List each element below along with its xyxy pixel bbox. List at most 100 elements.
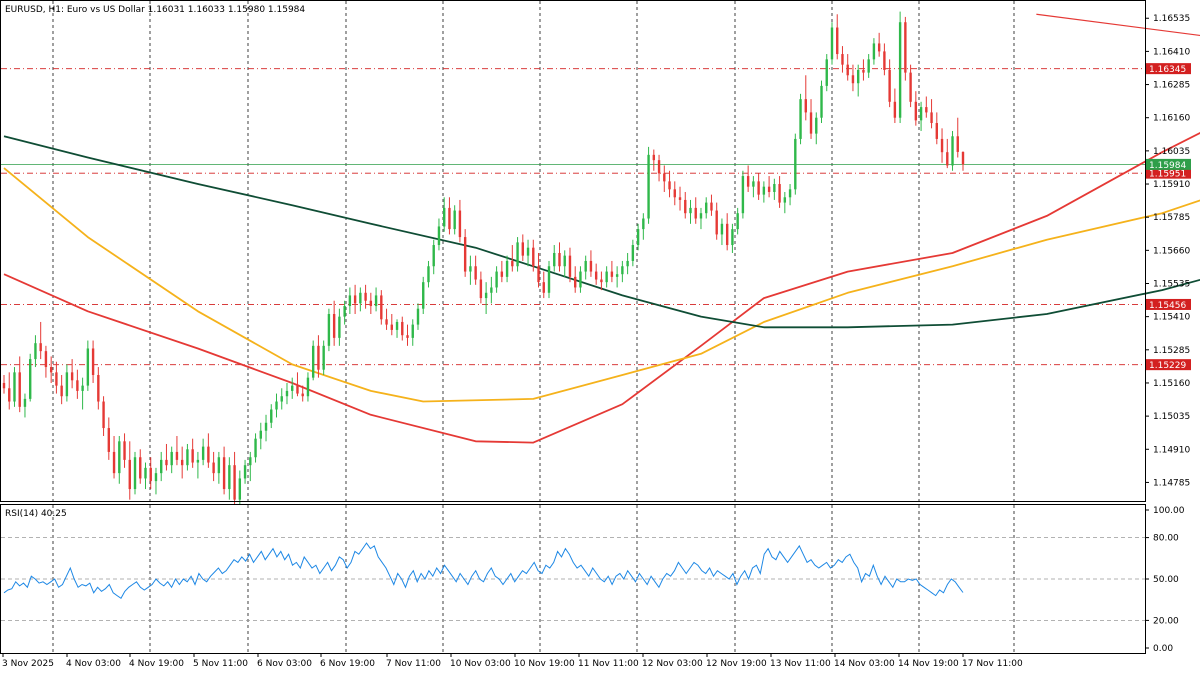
price-tick-label: 1.16160 — [1153, 114, 1190, 124]
candle-body — [270, 409, 273, 423]
rsi-tick-label: 100.00 — [1153, 506, 1185, 516]
candle-body — [626, 260, 629, 267]
candle-body — [327, 313, 331, 346]
candle-body — [605, 271, 608, 283]
candle-body — [746, 176, 750, 187]
price-tick-label: 1.14910 — [1153, 445, 1190, 455]
candle-body — [537, 266, 540, 283]
x-tick-label: 4 Nov 19:00 — [129, 659, 184, 669]
candle-body — [254, 438, 257, 458]
candle-body — [642, 218, 645, 230]
candle-body — [212, 462, 215, 474]
candle-body — [872, 43, 876, 60]
candle-body — [463, 237, 467, 272]
price-tick-label: 1.15160 — [1153, 379, 1190, 389]
candle-body — [243, 465, 247, 479]
candle-body — [946, 152, 949, 166]
candle-body — [636, 229, 640, 246]
candle-body — [815, 117, 818, 134]
candle-body — [558, 252, 561, 267]
candle-body — [673, 189, 676, 198]
candle-body — [940, 138, 944, 153]
candle-body — [296, 385, 299, 394]
candle-body — [689, 207, 692, 214]
candle-body — [154, 473, 158, 482]
candle-body — [149, 467, 152, 482]
candle-body — [778, 184, 781, 203]
candle-body — [2, 382, 6, 389]
candle-body — [705, 202, 708, 214]
candle-body — [374, 295, 378, 307]
candle-body — [684, 199, 687, 214]
candle-body — [663, 173, 666, 182]
x-tick-label: 12 Nov 19:00 — [706, 659, 767, 669]
candle-body — [160, 459, 163, 474]
candle-body — [652, 154, 656, 161]
candle-body — [584, 260, 587, 272]
candle-body — [883, 51, 886, 70]
candle-body — [574, 276, 577, 288]
candle-body — [563, 255, 566, 267]
candle-body — [427, 266, 430, 283]
candle-body — [86, 348, 90, 386]
candle-body — [49, 367, 53, 373]
level-badge-box — [1146, 63, 1191, 75]
candle-body — [757, 181, 760, 195]
candle-body — [532, 247, 535, 267]
candle-body — [39, 343, 42, 352]
candle-body — [767, 186, 771, 192]
candle-body — [762, 186, 766, 195]
candle-body — [322, 345, 325, 370]
candle-body — [951, 136, 954, 166]
candle-body — [547, 266, 551, 293]
candle-body — [432, 245, 435, 267]
candle-body — [238, 478, 242, 500]
candle-body — [81, 385, 84, 391]
candle-body — [579, 271, 582, 288]
candle-body — [867, 59, 870, 73]
annotations — [1036, 13, 1200, 37]
candle-body — [961, 151, 965, 165]
x-tick-label: 13 Nov 11:00 — [770, 659, 831, 669]
candle-body — [836, 27, 839, 55]
price-tick-label: 1.15660 — [1153, 246, 1190, 256]
candle-body — [794, 138, 797, 190]
candle-body — [175, 451, 179, 460]
candle-body — [725, 223, 729, 246]
candle-body — [217, 457, 221, 474]
candle-body — [359, 292, 362, 304]
candle-body — [715, 210, 718, 235]
candle-body — [285, 390, 289, 397]
candle-body — [280, 396, 283, 402]
price-badges: 1.16345 1.15951 1.15456 1.15229 1.15984 — [1146, 63, 1191, 371]
level-badge-label: 1.16345 — [1149, 65, 1186, 75]
candle-body — [783, 197, 787, 203]
price-tick-label: 1.16535 — [1153, 14, 1190, 24]
candle-body — [291, 385, 294, 391]
candle-body — [914, 101, 918, 121]
price-tick-label: 1.15285 — [1153, 346, 1190, 356]
rsi-tick-label: 20.00 — [1153, 616, 1179, 626]
candle-body — [694, 207, 697, 219]
candle-body — [228, 465, 231, 490]
price-tick-label: 1.14785 — [1153, 478, 1190, 488]
candle-body — [511, 260, 514, 267]
candle-body — [170, 451, 173, 466]
candle-body — [249, 457, 252, 466]
candle-body — [804, 99, 807, 113]
candle-body — [390, 324, 393, 330]
candle-body — [133, 457, 137, 490]
candle-body — [18, 372, 21, 407]
candle-body — [348, 295, 352, 307]
candle-body — [139, 457, 142, 479]
candle-body — [65, 372, 69, 397]
price-tick-label: 1.15535 — [1153, 279, 1190, 289]
candle-body — [259, 430, 262, 439]
candle-body — [731, 229, 734, 246]
level-badge-box — [1146, 359, 1191, 371]
candle-body — [647, 154, 650, 219]
level-badge-box — [1146, 167, 1191, 179]
candle-body — [186, 449, 189, 466]
candle-body — [76, 380, 79, 391]
